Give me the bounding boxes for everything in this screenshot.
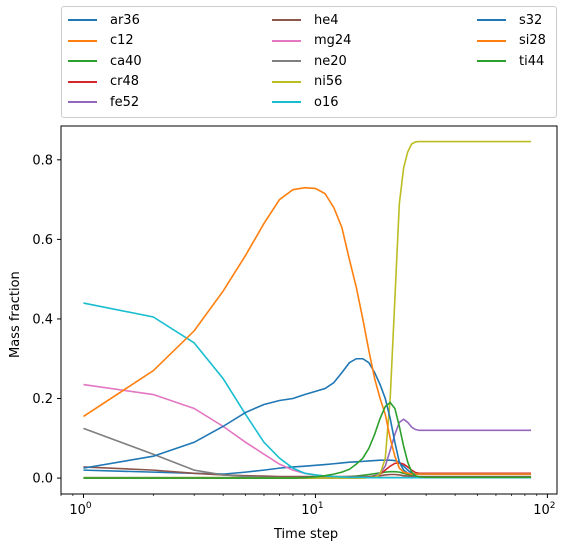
legend-label: ca40 xyxy=(110,53,142,69)
legend-item-c12: c12 xyxy=(68,31,134,51)
legend-item-fe52: fe52 xyxy=(68,92,139,112)
legend-swatch xyxy=(68,101,97,103)
legend-label: si28 xyxy=(519,33,546,48)
series-line-s32 xyxy=(83,357,532,475)
x-tick-label: 101 xyxy=(301,501,323,518)
legend-item-ne20: ne20 xyxy=(272,51,347,71)
legend-label: ni56 xyxy=(314,74,343,89)
legend-swatch xyxy=(477,60,506,62)
legend-swatch xyxy=(272,39,301,42)
legend-item-ti44: ti44 xyxy=(477,51,544,71)
legend-swatch xyxy=(272,60,301,62)
x-axis-ticks: 100 101 102 xyxy=(60,494,556,518)
legend-item-ni56: ni56 xyxy=(272,72,342,92)
legend-item-s32: s32 xyxy=(477,10,542,30)
legend-item-ca40: ca40 xyxy=(68,51,142,71)
y-tick-label: 0.4 xyxy=(32,312,53,327)
y-tick-label: 0.0 xyxy=(32,472,53,487)
x-tick-label: 102 xyxy=(533,501,555,518)
legend-swatch xyxy=(272,101,301,103)
y-tick-label: 0.2 xyxy=(32,392,53,407)
series-line-ni56 xyxy=(83,140,532,479)
legend-label: cr48 xyxy=(110,74,140,89)
legend-label: ti44 xyxy=(519,53,545,69)
series-lines xyxy=(83,140,532,479)
legend-swatch xyxy=(272,80,301,83)
x-tick-label: 100 xyxy=(69,501,92,518)
legend-item-o16: o16 xyxy=(272,92,339,112)
legend-swatch xyxy=(68,80,97,83)
legend-label: mg24 xyxy=(314,33,352,48)
legend-swatch xyxy=(477,39,506,42)
series-line-si28 xyxy=(83,186,532,475)
legend-swatch xyxy=(68,39,97,42)
y-axis-label: Mass fraction xyxy=(8,271,23,358)
legend-label: c12 xyxy=(110,33,134,48)
legend-label: ne20 xyxy=(314,53,347,69)
x-axis-label: Time step xyxy=(274,527,339,542)
y-axis-ticks: 0.0 0.2 0.4 0.6 0.8 xyxy=(32,153,61,487)
legend-label: fe52 xyxy=(110,94,140,110)
y-tick-label: 0.6 xyxy=(32,233,53,248)
legend: ar36 c12 ca40 cr48 fe52 he4 mg24 ne20 ni56 o16 s32… xyxy=(61,6,557,118)
legend-label: ar36 xyxy=(110,12,140,28)
legend-item-ar36: ar36 xyxy=(68,10,140,30)
legend-label: s32 xyxy=(519,12,543,28)
legend-swatch xyxy=(68,19,97,21)
legend-item-si28: si28 xyxy=(477,31,546,51)
legend-swatch xyxy=(68,60,97,62)
legend-item-cr48: cr48 xyxy=(68,72,139,92)
plot-area-frame xyxy=(60,125,558,495)
legend-item-mg24: mg24 xyxy=(272,31,351,51)
y-tick-label: 0.8 xyxy=(32,153,53,168)
legend-swatch xyxy=(477,19,506,21)
legend-swatch xyxy=(272,19,301,21)
legend-item-he4: he4 xyxy=(272,10,339,30)
legend-label: o16 xyxy=(314,94,339,110)
legend-label: he4 xyxy=(314,12,339,28)
series-line-ar36 xyxy=(83,459,532,479)
series-line-ti44 xyxy=(83,401,532,479)
series-line-o16 xyxy=(83,302,532,479)
